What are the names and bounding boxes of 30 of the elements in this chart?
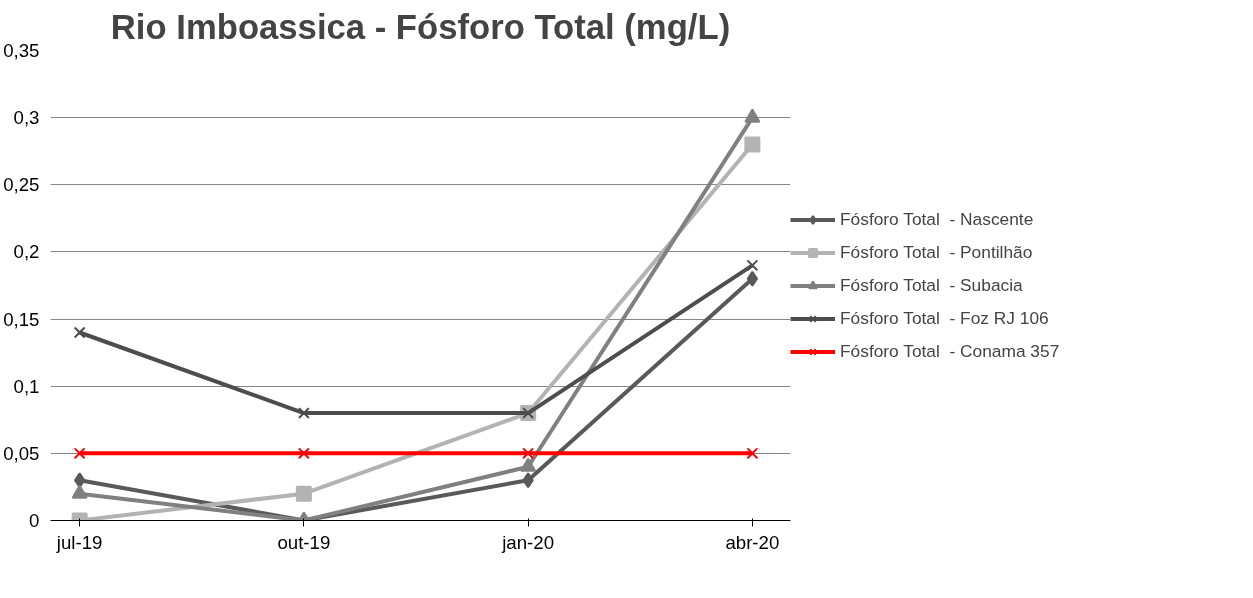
y-tick-label: 0,3: [13, 107, 40, 129]
point: [73, 447, 86, 460]
legend-label: Fósforo Total - Subacia: [840, 274, 1023, 296]
point: [73, 472, 86, 489]
point: [744, 136, 761, 153]
y-tick-label: 0,1: [13, 375, 40, 397]
y-tick-label: 0,2: [13, 241, 40, 263]
point: [297, 447, 310, 460]
legend-label: Fósforo Total - Pontilhão: [840, 241, 1033, 263]
point: [73, 326, 86, 339]
point: [746, 447, 759, 460]
x-tick-label: out-19: [277, 531, 331, 553]
y-tick-label: 0,35: [3, 40, 40, 61]
point: [297, 407, 310, 420]
legend-label: Fósforo Total - Foz RJ 106: [840, 307, 1049, 329]
legend-label: Fósforo Total - Nascente: [840, 208, 1034, 230]
point: [746, 259, 759, 272]
y-tick-label: 0: [29, 510, 40, 531]
chart-title: Rio Imboassica - Fósforo Total (mg/L): [110, 7, 731, 46]
x-tick-label: jul-19: [55, 531, 103, 553]
y-tick-label: 0,25: [3, 174, 40, 196]
x-tick-label: jan-20: [501, 531, 555, 553]
point: [295, 485, 312, 502]
point: [522, 472, 534, 489]
point: [522, 447, 535, 460]
legend-label: Fósforo Total - Conama 357: [840, 340, 1060, 362]
x-tick-label: abr-20: [725, 531, 780, 553]
y-tick-label: 0,15: [3, 308, 40, 330]
point: [746, 270, 759, 287]
y-tick-label: 0,05: [3, 442, 40, 464]
